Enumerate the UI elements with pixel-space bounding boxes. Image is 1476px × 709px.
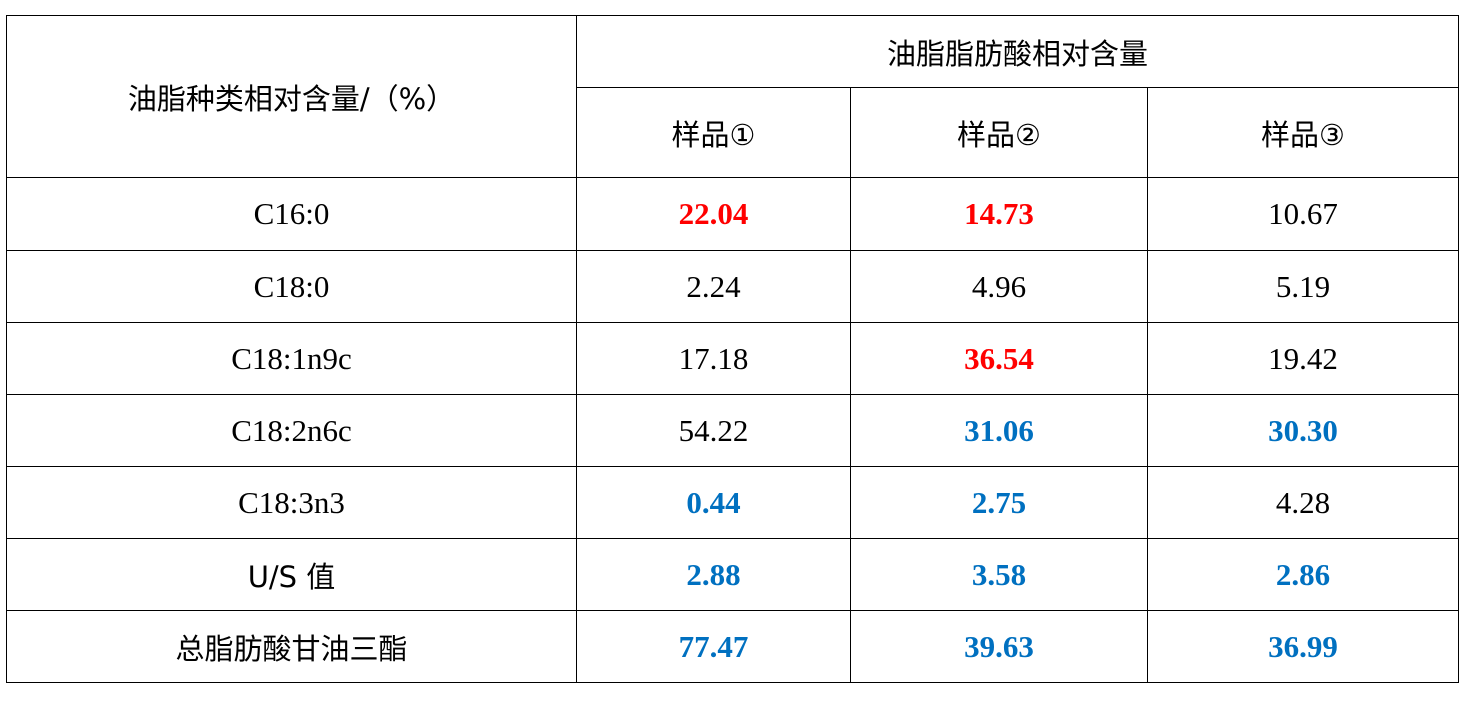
sample-2-header: 样品② [850, 87, 1148, 178]
table-row: C16:0 22.04 14.73 10.67 [6, 177, 1460, 251]
value-cell-sample-2: 31.06 [850, 394, 1148, 467]
group-header-cell: 油脂脂肪酸相对含量 [575, 15, 1460, 88]
value-cell-sample-1: 77.47 [576, 610, 851, 683]
value-cell-sample-1: 17.18 [576, 322, 851, 395]
value-cell-sample-2: 2.75 [850, 466, 1148, 539]
value-cell-sample-2: 14.73 [850, 177, 1148, 251]
table-row: C18:2n6c 54.22 31.06 30.30 [6, 394, 1460, 467]
row-header-cell: 油脂种类相对含量/（%） [6, 15, 577, 178]
table-row: 总脂肪酸甘油三酯 77.47 39.63 36.99 [6, 610, 1460, 683]
value-cell-sample-3: 36.99 [1146, 610, 1460, 683]
value-cell-sample-1: 0.44 [576, 466, 851, 539]
value-cell-sample-1: 54.22 [576, 394, 851, 467]
value-cell-sample-3: 4.28 [1146, 466, 1460, 539]
row-label: C18:2n6c [6, 394, 577, 467]
value-cell-sample-3: 5.19 [1146, 250, 1460, 323]
value-cell-sample-3: 10.67 [1146, 177, 1460, 251]
value-cell-sample-3: 2.86 [1146, 538, 1460, 611]
table-row: U/S 值 2.88 3.58 2.86 [6, 538, 1460, 611]
row-label: C18:1n9c [6, 322, 577, 395]
value-cell-sample-1: 22.04 [576, 177, 851, 251]
fatty-acid-table: 油脂种类相对含量/（%） 油脂脂肪酸相对含量 样品① 样品② 样品③ C16:0… [6, 15, 1460, 683]
row-label: C18:3n3 [6, 466, 577, 539]
value-cell-sample-2: 39.63 [850, 610, 1148, 683]
table-row: C18:0 2.24 4.96 5.19 [6, 250, 1460, 323]
row-label: C16:0 [6, 177, 577, 251]
header-row-group: 油脂种类相对含量/（%） 油脂脂肪酸相对含量 [6, 15, 1460, 178]
header-row-samples: 样品① 样品② 样品③ [7, 87, 1460, 178]
sample-3-header: 样品③ [1146, 87, 1460, 178]
value-cell-sample-2: 4.96 [850, 250, 1148, 323]
value-cell-sample-2: 3.58 [850, 538, 1148, 611]
table-row: C18:1n9c 17.18 36.54 19.42 [6, 322, 1460, 395]
row-label: 总脂肪酸甘油三酯 [6, 610, 577, 683]
value-cell-sample-2: 36.54 [850, 322, 1148, 395]
row-label: U/S 值 [6, 538, 577, 611]
value-cell-sample-1: 2.88 [576, 538, 851, 611]
value-cell-sample-1: 2.24 [576, 250, 851, 323]
table-row: C18:3n3 0.44 2.75 4.28 [6, 466, 1460, 539]
row-label: C18:0 [6, 250, 577, 323]
sample-1-header: 样品① [576, 87, 851, 178]
value-cell-sample-3: 19.42 [1146, 322, 1460, 395]
value-cell-sample-3: 30.30 [1146, 394, 1460, 467]
